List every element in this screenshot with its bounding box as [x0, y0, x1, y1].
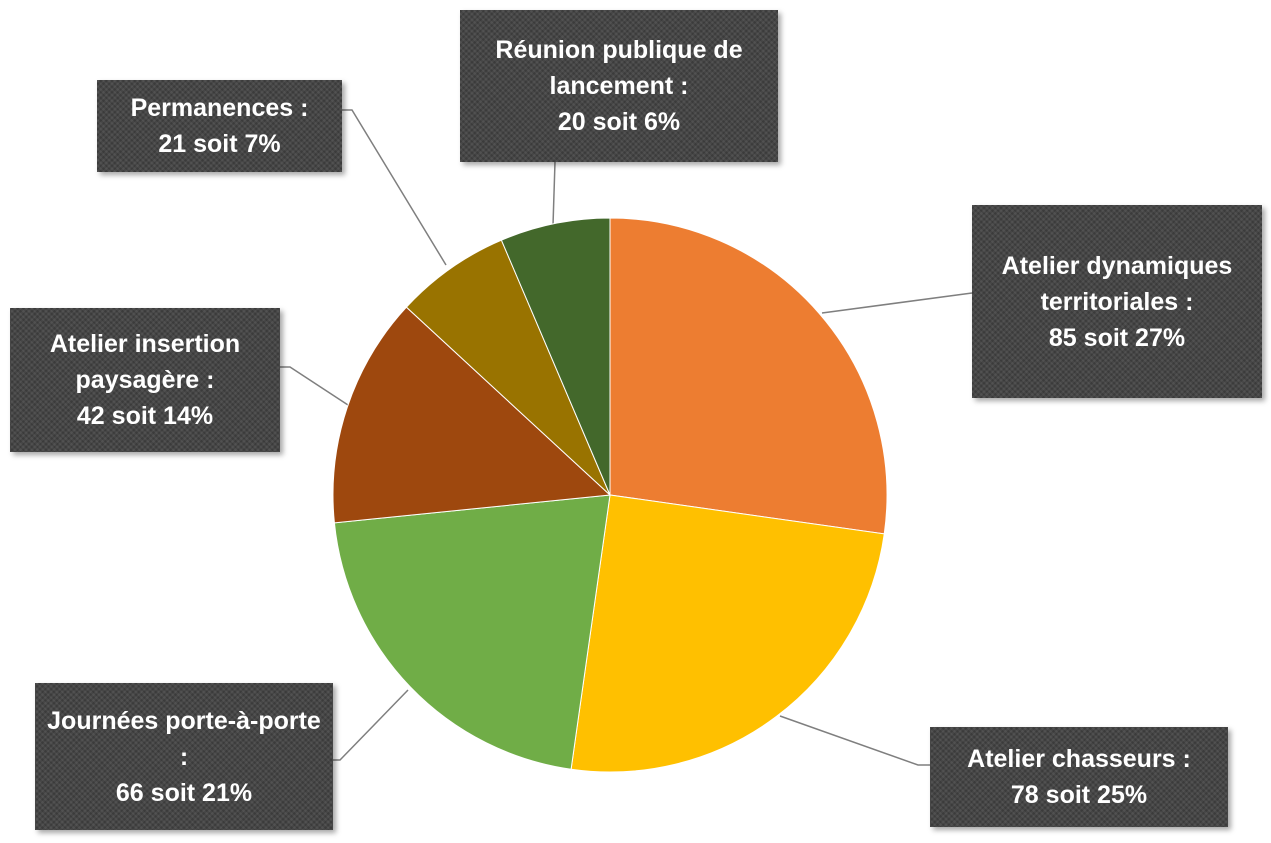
leader-line — [280, 366, 349, 406]
pie-slice — [333, 494, 611, 770]
data-label: Atelier chasseurs : 78 soit 25% — [930, 727, 1228, 827]
value-label: 20 soit 6% — [557, 108, 681, 136]
value-label: 66 soit 21% — [115, 778, 253, 807]
leader-line — [552, 161, 556, 226]
data-label: Permanences : 21 soit 7% — [97, 80, 342, 172]
value-label: 78 soit 25% — [1010, 781, 1148, 809]
leader-line — [821, 292, 973, 314]
leader-line — [333, 689, 409, 761]
data-label: Réunion publique de lancement : 20 soit 6… — [460, 10, 778, 162]
pie-slice — [570, 494, 885, 773]
value-label: 85 soit 27% — [1048, 323, 1186, 352]
value-label: 21 soit 7% — [158, 130, 281, 158]
category-label: Permanences : — [130, 94, 309, 122]
pie-slice — [609, 217, 888, 535]
leader-line — [342, 109, 447, 266]
category-label: Atelier dynamiques territoriales : — [1001, 251, 1233, 316]
data-label: Journées porte-à-porte : 66 soit 21% — [35, 683, 333, 830]
pie-slice — [405, 239, 611, 496]
category-label: Réunion publique de lancement : — [495, 36, 743, 100]
category-label: Journées porte-à-porte : — [47, 706, 321, 771]
pie-slice — [500, 217, 611, 496]
data-label: Atelier insertion paysagère : 42 soit 14% — [10, 308, 280, 452]
category-label: Atelier insertion paysagère : — [49, 330, 241, 394]
data-label: Atelier dynamiques territoriales : 85 soi… — [972, 205, 1262, 398]
leader-line — [779, 715, 930, 766]
value-label: 42 soit 14% — [76, 402, 214, 430]
category-label: Atelier chasseurs : — [967, 745, 1191, 773]
pie-slice — [332, 306, 612, 524]
